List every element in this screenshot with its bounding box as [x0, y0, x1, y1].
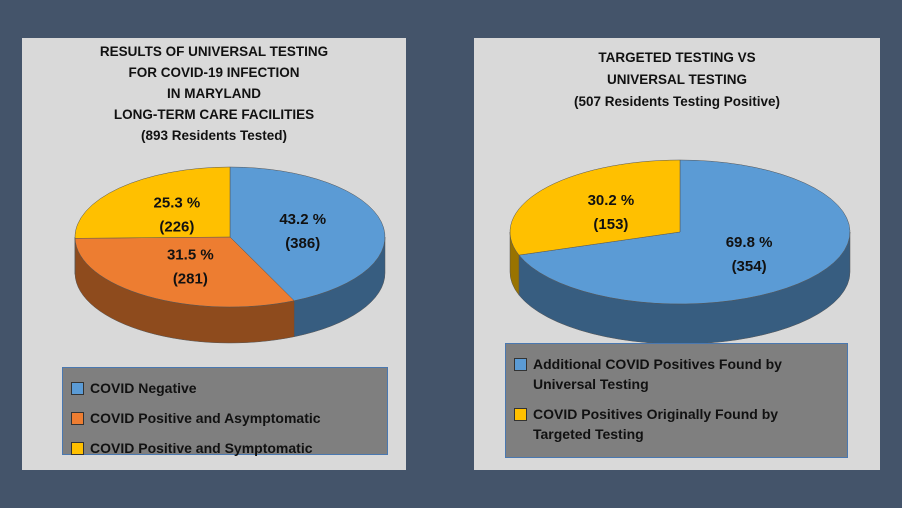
legend-entry: Additional COVID Positives Found by Univ… [514, 354, 839, 394]
data-label: (386) [285, 235, 320, 252]
pie-slice [518, 159, 851, 305]
data-label: 25.3 % [154, 194, 201, 211]
chart-title: UNIVERSAL TESTING [607, 72, 747, 87]
data-label: (153) [593, 216, 628, 233]
legend-swatch [71, 412, 84, 425]
data-label: 69.8 % [726, 234, 773, 251]
legend-swatch [71, 382, 84, 395]
legend-swatch [514, 408, 527, 421]
pie-slice [509, 159, 681, 256]
legend-entry: COVID Negative [71, 378, 379, 398]
legend-label: COVID Positive and Asymptomatic [90, 410, 321, 426]
legend-entry: COVID Positives Originally Found by Targ… [514, 404, 839, 444]
chart-title: IN MARYLAND [167, 86, 261, 101]
chart-title: LONG-TERM CARE FACILITIES [114, 107, 314, 122]
data-label: 31.5 % [167, 246, 214, 263]
legend-label: COVID Negative [90, 380, 197, 396]
legend-label: COVID Positives Originally Found by Targ… [533, 406, 779, 442]
legend-label: COVID Positive and Symptomatic [90, 440, 313, 456]
legend-entry: COVID Positive and Asymptomatic [71, 408, 379, 428]
chart-title: FOR COVID-19 INFECTION [128, 65, 299, 80]
legend: Additional COVID Positives Found by Univ… [505, 343, 848, 458]
legend-swatch [71, 442, 84, 455]
data-label: (281) [173, 270, 208, 287]
data-label: 43.2 % [279, 211, 326, 228]
pie-slice [229, 166, 386, 301]
chart-title: RESULTS OF UNIVERSAL TESTING [100, 44, 328, 59]
legend-entry: COVID Positive and Symptomatic [71, 438, 379, 458]
data-label: 30.2 % [588, 192, 635, 209]
legend-swatch [514, 358, 527, 371]
pie-slice [74, 236, 295, 308]
legend: COVID Negative COVID Positive and Asympto… [62, 367, 388, 458]
chart-subtitle: (507 Residents Testing Positive) [574, 94, 780, 109]
chart-title: TARGETED TESTING VS [598, 50, 755, 65]
pie-slice [74, 166, 231, 239]
data-label: (226) [159, 218, 194, 235]
legend-label: Additional COVID Positives Found by Univ… [533, 356, 782, 392]
chart-subtitle: (893 Residents Tested) [141, 128, 287, 143]
data-label: (354) [732, 258, 767, 275]
